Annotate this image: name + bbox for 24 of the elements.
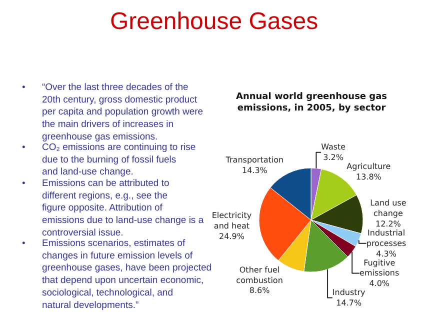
data-label: 24.9% xyxy=(219,232,245,241)
text: • “Over the last three decades of the 20th century, gross domestic product per capita and population growth were the main drivers of increases in greenhouse gas emissions. xyxy=(22,82,204,142)
slice-label: Fugitive emissions xyxy=(360,258,400,278)
slice-label: Waste xyxy=(321,142,346,152)
data-label: 12.2% xyxy=(375,219,402,228)
slice-label: Transportation xyxy=(224,156,284,165)
slice-label: Industrial processes xyxy=(366,228,406,248)
slice-label: Agriculture xyxy=(346,162,391,172)
data-label: 14.7% xyxy=(336,298,362,308)
data-label: 13.8% xyxy=(356,172,382,182)
slice-label: Land use change xyxy=(370,198,406,218)
text: • Emissions can be attributed to different regions, e.g., see the figure opposite. Attribution of emissions due to land-use change is a controversial issue. xyxy=(22,178,204,238)
text: • Emissions scenarios, estimates of changes in future emission levels of greenhouse gases, have been projected that depend upon uncertain economic, sociological, technological, and natural developments.” xyxy=(22,238,212,311)
data-label: 3.2% xyxy=(323,153,344,162)
data-label: 14.3% xyxy=(242,166,268,175)
slice-label: Electricity and heat xyxy=(212,210,252,230)
slice-label: Other fuel combustion xyxy=(236,265,283,285)
data-label: 4.3% xyxy=(376,249,397,258)
data-label: 4.0% xyxy=(369,279,390,288)
chart-subtitle: Annual world greenhouse gas emissions, in 2005, by sector xyxy=(236,92,388,114)
chart-title: Greenhouse Gases xyxy=(110,8,318,35)
slice-label: Industry xyxy=(332,288,366,298)
data-label: 8.6% xyxy=(249,286,270,296)
text: • CO₂ emissions are continuing to rise due to the burning of fossil fuels and land-use change. xyxy=(22,142,196,178)
